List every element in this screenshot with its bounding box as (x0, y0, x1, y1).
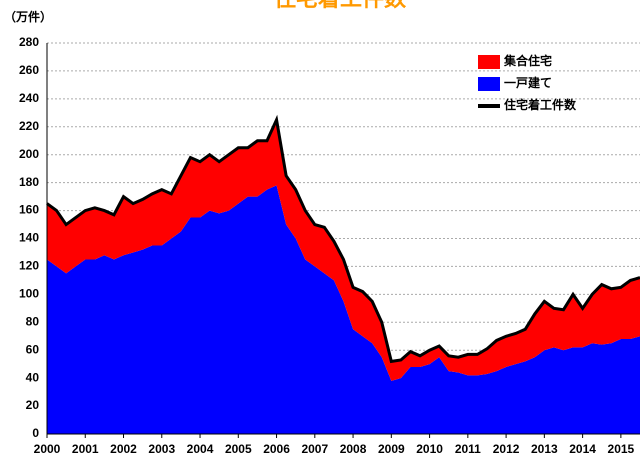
x-tick-label: 2009 (378, 442, 405, 456)
x-tick-label: 2015 (608, 442, 635, 456)
x-tick-label: 2010 (416, 442, 443, 456)
x-tick-label: 2008 (340, 442, 367, 456)
legend-label: 一戸建て (504, 75, 552, 90)
x-tick-label: 2001 (72, 442, 99, 456)
y-tick-label: 180 (19, 175, 39, 189)
x-tick-label: 2000 (34, 442, 61, 456)
area (47, 119, 640, 381)
y-tick-label: 80 (26, 314, 40, 328)
y-tick-label: 280 (19, 35, 39, 49)
y-tick-label: 160 (19, 203, 39, 217)
x-tick-label: 2013 (531, 442, 558, 456)
x-tick-label: 2005 (225, 442, 252, 456)
y-tick-label: 200 (19, 147, 39, 161)
y-axis-label: （万件） (4, 9, 52, 24)
x-tick-label: 2014 (569, 442, 596, 456)
legend-label: 住宅着工件数 (504, 97, 577, 112)
line (46, 114, 640, 364)
legend-swatch (478, 55, 500, 69)
y-tick-label: 40 (26, 370, 40, 384)
x-tick-label: 2004 (187, 442, 214, 456)
legend-swatch (478, 77, 500, 91)
chart-title: 住宅着工件数 (274, 0, 407, 11)
y-tick-label: 100 (19, 287, 39, 301)
x-tick-label: 2002 (110, 442, 137, 456)
y-tick-label: 120 (19, 259, 39, 273)
y-tick-label: 0 (32, 426, 39, 440)
legend-label: 集合住宅 (503, 53, 552, 68)
y-tick-label: 220 (19, 119, 39, 133)
y-tick-label: 140 (19, 231, 39, 245)
area (47, 185, 640, 434)
y-tick-label: 60 (26, 342, 40, 356)
x-tick-label: 2003 (148, 442, 175, 456)
y-tick-label: 260 (19, 63, 39, 77)
x-tick-label: 2011 (455, 442, 481, 456)
x-tick-label: 2012 (493, 442, 520, 456)
y-tick-label: 20 (26, 398, 40, 412)
x-tick-label: 2007 (301, 442, 328, 456)
y-tick-label: 240 (19, 91, 39, 105)
x-tick-label: 2006 (263, 442, 290, 456)
